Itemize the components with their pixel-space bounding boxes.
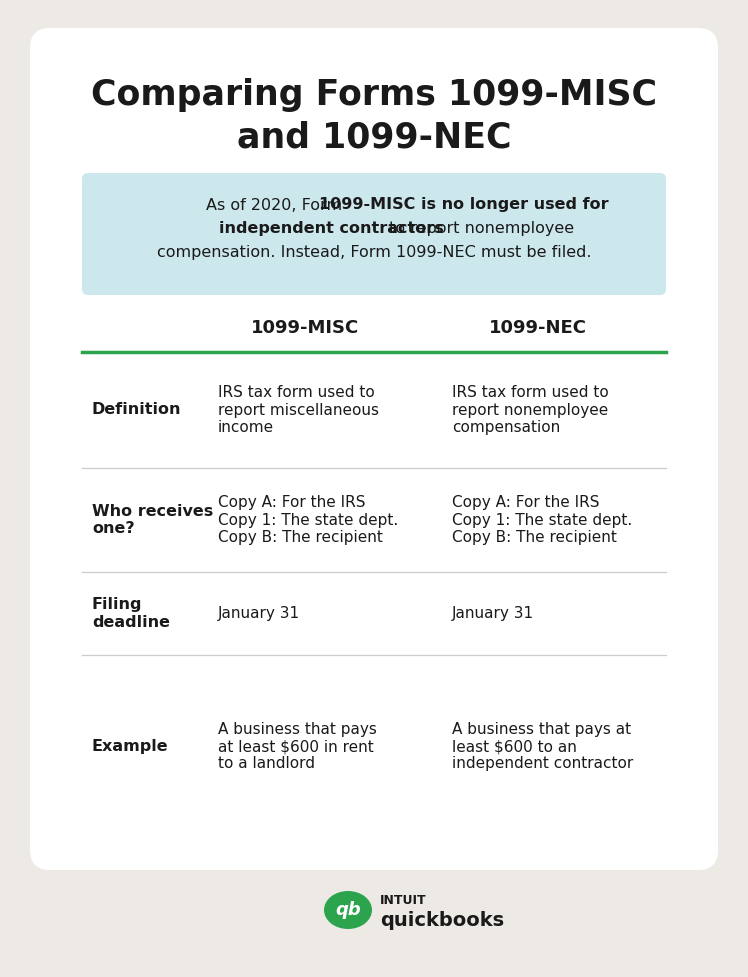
Text: compensation. Instead, Form 1099-NEC must be filed.: compensation. Instead, Form 1099-NEC mus… [157, 244, 591, 260]
Text: to report nonemployee: to report nonemployee [384, 221, 574, 235]
Text: Copy A: For the IRS
Copy 1: The state dept.
Copy B: The recipient: Copy A: For the IRS Copy 1: The state de… [218, 495, 398, 545]
Text: and 1099-NEC: and 1099-NEC [237, 121, 511, 155]
Text: Example: Example [92, 739, 168, 754]
Text: INTUIT: INTUIT [380, 895, 426, 908]
Text: quickbooks: quickbooks [380, 912, 504, 930]
Text: qb: qb [335, 901, 361, 919]
Text: IRS tax form used to
report miscellaneous
income: IRS tax form used to report miscellaneou… [218, 385, 379, 435]
Text: A business that pays
at least $600 in rent
to a landlord: A business that pays at least $600 in re… [218, 722, 377, 772]
Text: independent contractors: independent contractors [218, 221, 444, 235]
Ellipse shape [324, 891, 372, 929]
FancyBboxPatch shape [30, 28, 718, 870]
FancyBboxPatch shape [82, 173, 666, 295]
Text: IRS tax form used to
report nonemployee
compensation: IRS tax form used to report nonemployee … [452, 385, 609, 435]
Text: January 31: January 31 [452, 606, 534, 621]
Text: 1099-MISC is no longer used for: 1099-MISC is no longer used for [319, 197, 608, 213]
Text: 1099-MISC: 1099-MISC [251, 319, 359, 337]
Text: Copy A: For the IRS
Copy 1: The state dept.
Copy B: The recipient: Copy A: For the IRS Copy 1: The state de… [452, 495, 632, 545]
Text: As of 2020, Form: As of 2020, Form [206, 197, 348, 213]
Text: 1099-NEC: 1099-NEC [489, 319, 587, 337]
Text: Filing
deadline: Filing deadline [92, 597, 170, 630]
Text: Definition: Definition [92, 403, 182, 417]
Text: Comparing Forms 1099-MISC: Comparing Forms 1099-MISC [91, 78, 657, 112]
Text: A business that pays at
least $600 to an
independent contractor: A business that pays at least $600 to an… [452, 722, 634, 772]
Text: Who receives
one?: Who receives one? [92, 504, 213, 536]
Text: January 31: January 31 [218, 606, 300, 621]
